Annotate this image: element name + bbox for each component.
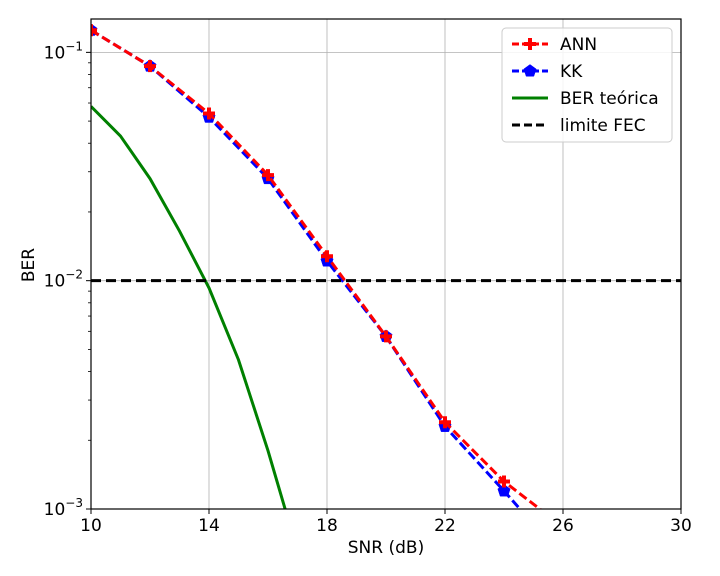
ann-marker	[203, 107, 215, 120]
legend-item-kk: KK	[512, 62, 583, 82]
ticks: 10 14 18 22 26 30 10−1 10−2 10−3	[44, 39, 692, 536]
ann-marker	[524, 38, 536, 50]
y-tick-label: 10−2	[44, 268, 83, 292]
series-kk	[91, 23, 522, 509]
legend-label: ANN	[560, 35, 597, 55]
series-ber-te-rica	[91, 105, 287, 509]
x-tick-label: 26	[552, 516, 574, 536]
ann-marker	[321, 250, 333, 263]
x-axis-label: SNR (dB)	[348, 538, 424, 558]
y-axis-label: BER	[19, 248, 39, 282]
ann-marker	[498, 475, 510, 488]
legend-item-limite-fec: limite FEC	[512, 116, 646, 136]
legend-label: KK	[560, 62, 583, 82]
y-tick-label: 10−1	[44, 39, 83, 63]
y-tick-label: 10−3	[44, 496, 83, 520]
series-line-kk	[91, 28, 522, 509]
legend-box	[501, 27, 673, 143]
ann-marker	[380, 330, 392, 343]
legend-item-ber-te-rica: BER teórica	[512, 89, 659, 109]
x-tick-label: 14	[198, 516, 220, 536]
legend: ANN KK BER teórica limite FEC	[501, 27, 673, 143]
legend-item-ann: ANN	[512, 35, 597, 55]
kk-marker	[497, 484, 511, 497]
kk-marker	[523, 64, 537, 77]
x-tick-label: 30	[670, 516, 692, 536]
ann-marker	[144, 60, 156, 73]
series-line-ber-te-rica	[91, 105, 287, 509]
ann-marker	[262, 169, 274, 182]
ann-marker	[91, 24, 97, 37]
x-tick-label: 10	[80, 516, 102, 536]
x-tick-label: 22	[434, 516, 456, 536]
series-ann	[91, 24, 543, 509]
legend-label: limite FEC	[560, 116, 646, 136]
x-tick-label: 18	[316, 516, 338, 536]
plot-frame	[90, 18, 682, 510]
series-line-ann	[91, 28, 543, 509]
series-layer	[91, 23, 681, 509]
legend-label: BER teórica	[560, 89, 659, 109]
ann-marker	[439, 416, 451, 429]
